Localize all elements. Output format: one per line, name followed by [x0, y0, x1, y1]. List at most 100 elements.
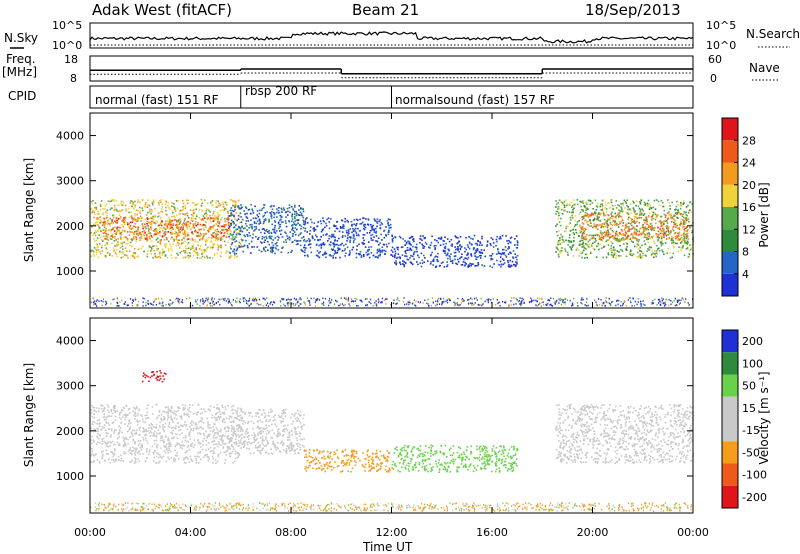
power-cell [109, 208, 112, 211]
velocity-cell [135, 458, 137, 460]
power-cell [368, 241, 370, 243]
power-cell [143, 223, 146, 225]
power-cell [144, 238, 147, 240]
power-ground-cell [117, 297, 119, 300]
power-cell [571, 249, 573, 251]
power-cell [337, 248, 340, 251]
power-cell [437, 241, 440, 244]
power-cell [581, 240, 584, 242]
power-cell [220, 246, 222, 248]
power-cell [624, 200, 627, 203]
power-cell [223, 240, 226, 243]
power-cell [164, 233, 166, 236]
power-cell [649, 206, 652, 209]
power-cell [579, 240, 581, 243]
power-ground-cell [670, 303, 672, 306]
power-ground-cell [378, 300, 380, 302]
power-cell [636, 225, 638, 227]
power-cell [479, 241, 481, 243]
power-cell [627, 213, 630, 216]
power-cell [634, 215, 636, 218]
power-cell [597, 219, 600, 221]
power-cell [300, 248, 302, 251]
power-cell [273, 212, 276, 215]
power-cell [215, 217, 218, 219]
power-ground-cell [260, 303, 262, 306]
velocity-cell [134, 418, 136, 420]
power-cell [499, 252, 502, 255]
power-cell [572, 211, 574, 213]
power-cell [229, 233, 232, 235]
velocity-cell [151, 406, 154, 408]
power-ground-cell [374, 302, 376, 304]
power-cell [185, 223, 188, 226]
power-cell [209, 226, 212, 228]
power-ground-cell [541, 302, 543, 304]
power-ground-cell [147, 300, 149, 302]
power-cell [682, 222, 685, 225]
power-ground-cell [531, 300, 533, 302]
velocity-cell [222, 447, 225, 449]
power-cell [201, 251, 204, 254]
power-cell [468, 236, 470, 238]
power-cell [236, 255, 238, 258]
power-cell [617, 226, 620, 228]
power-cell [594, 225, 597, 228]
power-ground-cell [350, 298, 352, 300]
power-ground-cell [417, 301, 419, 303]
power-ground-cell [487, 298, 489, 301]
power-cell [141, 217, 143, 219]
power-cell [169, 227, 172, 229]
power-cell [305, 218, 307, 220]
power-cell [638, 214, 641, 216]
power-ground-cell [454, 303, 456, 306]
power-cell [229, 256, 231, 258]
power-ground-cell [622, 304, 624, 307]
velocity-cell [94, 421, 96, 424]
power-cell [659, 241, 662, 243]
power-cell [163, 228, 166, 230]
power-cell [341, 227, 343, 229]
power-ground-cell [612, 300, 614, 303]
power-cell [609, 236, 612, 238]
power-cell [191, 220, 194, 222]
power-ground-cell [490, 299, 492, 301]
power-cell [213, 243, 216, 245]
power-cell [614, 204, 616, 207]
power-cell [341, 236, 344, 238]
power-cell [294, 239, 296, 242]
power-cell [211, 247, 214, 249]
power-cell [163, 234, 166, 237]
power-cell [614, 232, 617, 234]
power-cell [595, 256, 598, 258]
power-cell [257, 238, 259, 241]
power-cell [195, 231, 197, 233]
power-cell [370, 223, 372, 226]
power-cell [467, 246, 470, 248]
velocity-cell [129, 447, 132, 449]
power-ground-cell [407, 301, 409, 303]
power-cell [279, 230, 281, 232]
power-cell [589, 203, 592, 206]
power-cell [381, 239, 383, 241]
power-cell [151, 220, 154, 223]
power-cell [440, 236, 443, 239]
power-cell [319, 220, 322, 222]
power-cell [498, 252, 501, 255]
power-cell [145, 214, 148, 216]
power-cell [218, 221, 221, 223]
power-cell [173, 240, 175, 243]
power-cell [612, 249, 615, 251]
power-cell [687, 210, 690, 212]
power-cell [673, 246, 675, 249]
power-cell [120, 251, 122, 253]
power-cell [601, 223, 604, 225]
power-cell [636, 238, 638, 240]
power-cell [396, 246, 398, 249]
power-cell [614, 239, 617, 241]
power-cell [599, 238, 601, 240]
velocity-cell [240, 442, 243, 445]
power-cell [568, 234, 571, 236]
velocity-cell [114, 411, 117, 413]
velocity-cell [184, 435, 187, 437]
